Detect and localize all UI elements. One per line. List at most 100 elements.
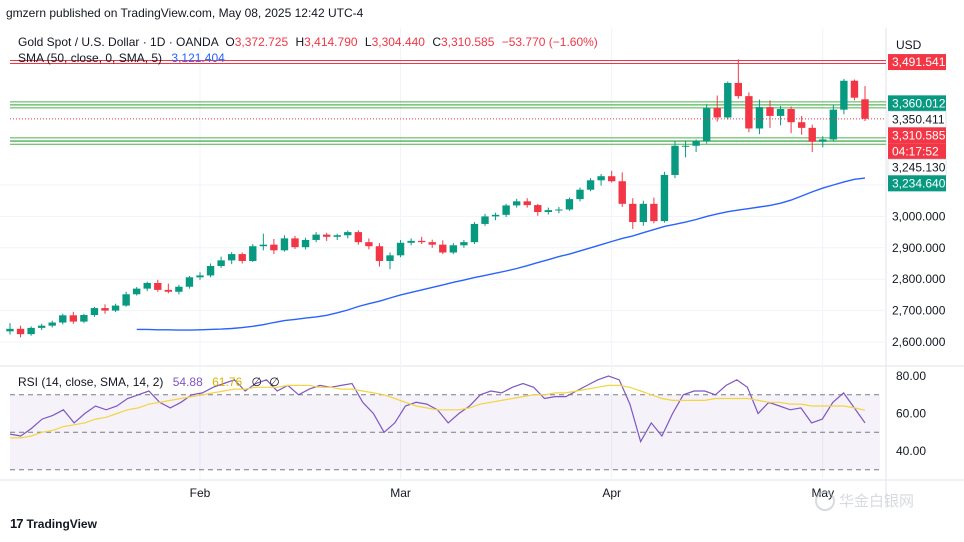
candle-body [417,240,426,243]
candle-body [291,238,299,248]
candle-body [249,246,257,261]
candle-body [280,238,289,251]
month-label: Mar [390,486,411,500]
price-tag-label: 3,360.012 [892,96,946,110]
candle-body [650,203,658,222]
rsi-axis[interactable]: 80.00 60.00 40.00 [896,369,926,458]
candle-body [660,174,669,222]
candle-body [523,201,531,206]
candle-body [6,328,14,332]
candle-body [576,189,584,200]
candle-body [618,181,626,204]
candle-body [196,275,204,278]
candle-body [702,108,711,142]
candle-body [502,205,510,215]
candle-body [766,107,774,116]
horizontal-lines [10,60,886,145]
candle-body [776,109,785,116]
candle-body [734,82,743,97]
candle-body [227,254,236,261]
candle-body [544,210,553,213]
tradingview-logo[interactable]: 17 TradingView [10,516,97,531]
price-tag-label: 04:17:52 [892,144,939,158]
candle-body [449,245,458,253]
month-label: Apr [602,486,621,500]
rsi-sma-value: 61.76 [212,375,242,389]
candle-body [808,127,816,142]
candle-body [354,232,363,243]
price-tag-box [888,95,946,112]
candle-body [555,209,563,211]
candle-body [396,242,405,256]
candle-body [322,234,331,237]
candle-body [37,325,46,328]
price-tick-label: 2,800.000 [892,272,946,286]
currency-label[interactable]: USD [896,38,922,52]
candle-body [829,109,838,140]
candle-body [111,305,120,311]
watermark-text: 华金白银网 [839,492,915,510]
sma-legend: SMA (50, close, 0, SMA, 5) 3,121.404 [18,51,225,65]
candle-body [745,96,753,129]
candle-body [681,145,690,147]
candle-body [27,327,35,335]
open-value: 3,372.725 [235,35,289,49]
price-tag-box [888,127,946,144]
candle-body [69,315,78,322]
rsi-value: 54.88 [173,375,203,389]
candle-body [270,244,278,251]
candle-body [692,141,700,146]
candle-body [132,288,141,295]
price-tag-label: 3,245.130 [892,160,946,174]
candle-body [101,308,109,311]
rsi-tick-label: 40.00 [896,444,926,458]
candle-body [819,139,827,142]
price-axis[interactable]: 3,100.0003,000.0002,900.0002,800.0002,70… [892,178,946,349]
tradingview-brand: TradingView [26,516,97,531]
grid [0,28,886,480]
ohlc-legend: Gold Spot / U.S. Dollar · 1D · OANDA O3,… [18,35,598,49]
candle-body [344,232,352,236]
candle-body [312,234,320,240]
candle-body [143,282,151,289]
candle-body [671,145,679,175]
candle-body [512,201,521,206]
candle-body [48,322,56,326]
low-value: 3,304.440 [372,35,426,49]
candle-body [840,80,848,110]
candle-body [797,122,806,128]
rsi-label: RSI (14, close, SMA, 14, 2) [18,375,163,389]
publisher-line: gmzern published on TradingView.com, May… [6,6,364,20]
candle-body [470,223,479,243]
close-label: C [432,35,441,49]
sma-label: SMA (50, close, 0, SMA, 5) [18,51,162,65]
rsi-pane [9,375,880,471]
price-tag-box [888,175,946,192]
candle-body [301,239,310,248]
sma-value: 3,121.404 [171,51,225,65]
candle-body [386,255,394,261]
candle-body [206,266,215,276]
rsi-tick-label: 60.00 [896,407,926,421]
candle-body [639,203,648,223]
candle-body [755,107,764,129]
candle-body [16,328,25,335]
price-tick-label: 3,000.000 [892,209,946,223]
candle-body [407,240,415,243]
candle-body [565,199,574,210]
candle-body [629,203,637,223]
candles [6,59,869,338]
close-value: 3,310.585 [441,35,495,49]
watermark-logo-icon [815,490,835,511]
price-tag-box [888,54,946,71]
candle-body [428,242,436,245]
candle-body [259,244,268,247]
price-tag-label: 3,491.541 [892,55,946,69]
rsi-tick-label: 80.00 [896,369,926,383]
symbol-title: Gold Spot / U.S. Dollar · 1D · OANDA [18,35,219,49]
time-axis[interactable]: Feb Mar Apr May [190,486,834,500]
candle-body [365,242,373,247]
candle-body [586,180,595,190]
candle-body [164,289,173,292]
